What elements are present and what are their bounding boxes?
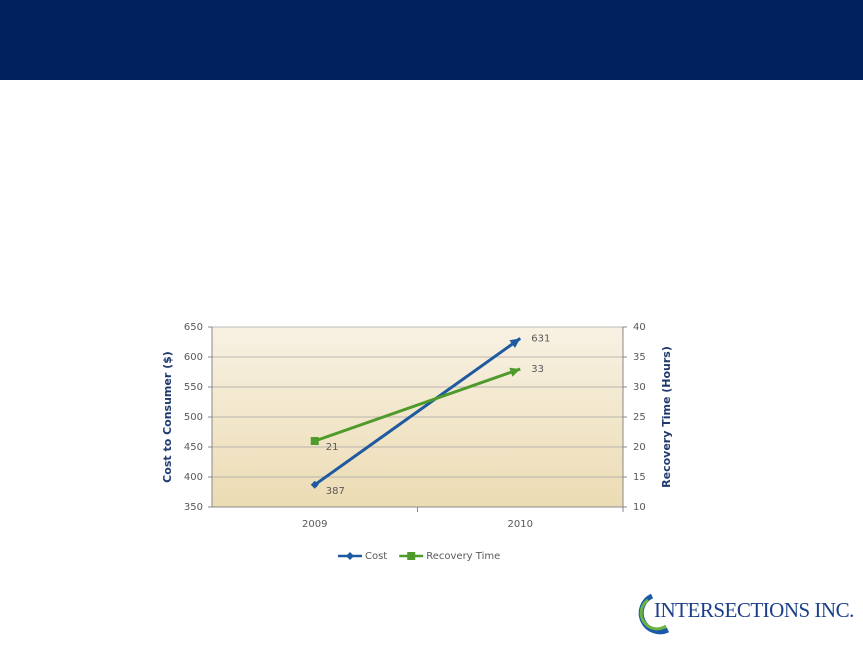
y-tick-label: 450 [184, 442, 203, 453]
data-label: 33 [531, 364, 544, 375]
logo-text: INTERSECTIONS INC. [654, 598, 854, 622]
x-tick-label: 2009 [302, 519, 327, 530]
x-tick-label: 2010 [508, 519, 533, 530]
data-label: 631 [531, 333, 550, 344]
y2-tick-label: 40 [633, 322, 646, 333]
legend-label: Cost [365, 551, 387, 562]
arrow-head [509, 367, 521, 377]
y-tick-label: 400 [184, 472, 203, 483]
logo-arc [639, 598, 667, 631]
series-line [313, 337, 522, 487]
header-bar [0, 0, 863, 80]
y2-tick-label: 35 [633, 352, 646, 363]
legend-label: Recovery Time [426, 551, 500, 562]
legend-marker [346, 552, 354, 560]
y-tick-label: 650 [184, 322, 203, 333]
data-label: 387 [326, 486, 345, 497]
point-marker [310, 437, 319, 445]
arrow-head [509, 338, 521, 349]
point-marker [310, 480, 319, 489]
series-line [314, 367, 521, 443]
legend-marker [407, 552, 416, 560]
data-label: 21 [326, 442, 339, 453]
y-tick-label: 350 [184, 502, 203, 513]
y2-tick-label: 20 [633, 442, 646, 453]
y2-tick-label: 10 [633, 502, 646, 513]
y2-axis-title: Recovery Time (Hours) [660, 346, 673, 488]
logo: INTERSECTIONS INC. [638, 593, 854, 635]
y-axis-title: Cost to Consumer ($) [161, 351, 174, 483]
y2-tick-label: 25 [633, 412, 646, 423]
y2-tick-label: 15 [633, 472, 646, 483]
y2-tick-label: 30 [633, 382, 646, 393]
y-tick-label: 500 [184, 412, 203, 423]
y-tick-label: 600 [184, 352, 203, 363]
y-tick-label: 550 [184, 382, 203, 393]
